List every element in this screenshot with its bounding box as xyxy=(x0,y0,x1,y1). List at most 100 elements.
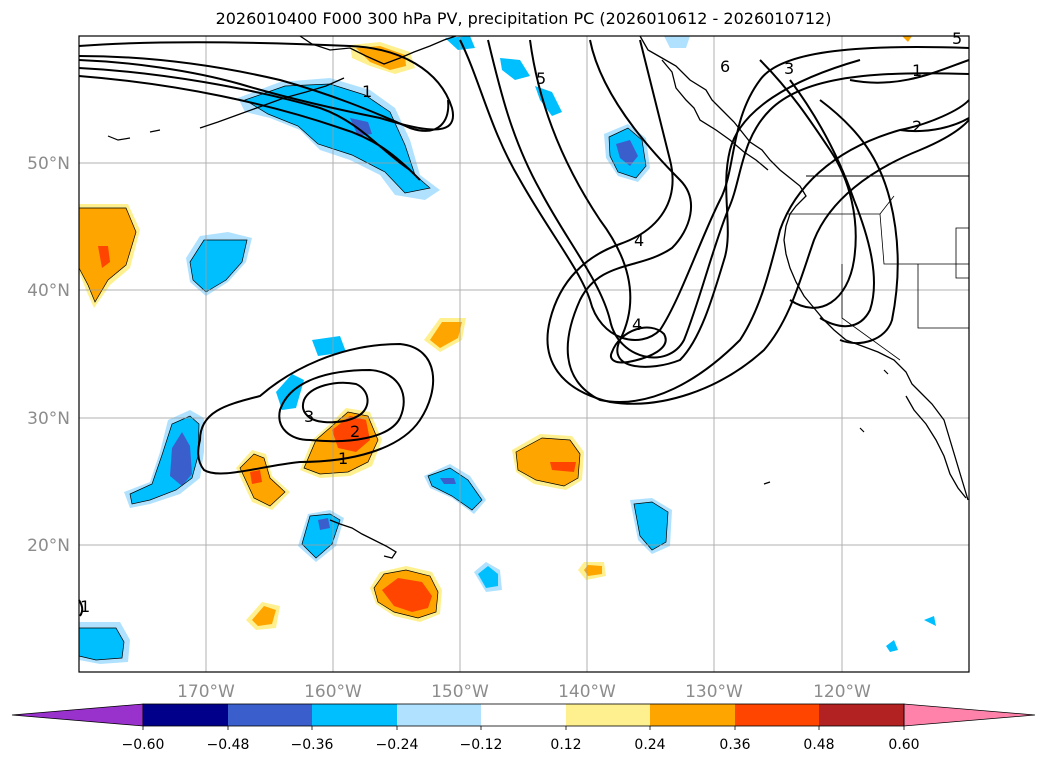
pv-contour xyxy=(78,599,84,617)
precip-region xyxy=(634,502,668,550)
precip-region xyxy=(190,240,247,292)
pv-contours xyxy=(78,39,970,617)
precip-region xyxy=(440,478,456,484)
precip-region xyxy=(500,58,530,80)
lon-label-140w: 140°W xyxy=(558,682,616,702)
border-state-ca xyxy=(841,264,901,361)
precip-region xyxy=(356,46,406,70)
pv-contour xyxy=(278,368,405,443)
colorbar-label: −0.24 xyxy=(376,737,419,753)
precipitation-shading xyxy=(79,36,936,664)
colorbar-segment xyxy=(735,704,819,726)
pv-contour xyxy=(610,326,667,364)
precip-region xyxy=(79,628,124,660)
pv-label: 2 xyxy=(912,117,922,136)
pv-contour xyxy=(849,59,970,84)
lon-label-150w: 150°W xyxy=(431,682,489,702)
lat-label-50: 50°N xyxy=(27,154,70,174)
colorbar-segment xyxy=(819,704,904,726)
pv-contour xyxy=(301,381,369,424)
coastlines xyxy=(107,35,970,559)
colorbar-label: 0.60 xyxy=(888,737,919,753)
pv-contour xyxy=(487,39,970,359)
coastline-aleutians xyxy=(199,77,345,129)
lon-label-160w: 160°W xyxy=(304,682,362,702)
precip-region xyxy=(550,462,576,472)
map-frame xyxy=(78,35,970,673)
colorbar-label: −0.12 xyxy=(460,737,503,753)
precip-region xyxy=(516,438,580,486)
pv-contour xyxy=(759,59,857,309)
precipitation-outlines xyxy=(78,83,669,661)
pv-contour xyxy=(78,41,455,131)
precip-region xyxy=(302,514,340,558)
pv-contour xyxy=(78,55,450,132)
pv-label: 3 xyxy=(784,59,794,78)
map-panel: 1 5 6 3 1 2 4 4 3 2 1 5 1 xyxy=(78,29,970,673)
colorbar-label: 0.48 xyxy=(803,737,834,753)
precip-region xyxy=(312,336,346,356)
colorbar-label: −0.36 xyxy=(291,737,334,753)
pv-label: 1 xyxy=(362,82,372,101)
colorbar-extend-high xyxy=(903,703,1036,727)
lat-label-30: 30°N xyxy=(27,409,70,429)
pv-label: 3 xyxy=(304,407,314,426)
colorbar-label: 0.24 xyxy=(634,737,665,753)
colorbar-label: 0.12 xyxy=(550,737,581,753)
pv-contour xyxy=(459,39,970,341)
colorbar-frame xyxy=(142,703,905,727)
pv-contour-labels: 1 5 6 3 1 2 4 4 3 2 1 5 1 xyxy=(80,29,962,616)
pv-label: 4 xyxy=(634,231,644,250)
colorbar: −0.60 −0.48 −0.36 −0.24 −0.12 0.12 0.24 … xyxy=(11,703,1036,753)
map-background xyxy=(79,36,969,672)
lat-label-20: 20°N xyxy=(27,536,70,556)
colorbar-label: −0.60 xyxy=(122,737,165,753)
lon-label-130w: 130°W xyxy=(685,682,743,702)
coastline-islands xyxy=(107,129,889,485)
precip-region xyxy=(170,432,192,486)
pv-label: 5 xyxy=(536,69,546,88)
precip-region xyxy=(240,454,285,506)
precip-region xyxy=(250,470,262,484)
colorbar-segment xyxy=(312,704,397,726)
colorbar-label: −0.48 xyxy=(207,737,250,753)
pv-contour xyxy=(819,99,899,345)
pv-contour xyxy=(197,342,434,475)
precip-region xyxy=(616,140,638,166)
coastline-baja xyxy=(905,395,967,499)
latitude-labels: 50°N 40°N 30°N 20°N xyxy=(27,154,70,556)
lon-label-170w: 170°W xyxy=(177,682,235,702)
colorbar-label: 0.36 xyxy=(719,737,750,753)
pv-label: 6 xyxy=(720,57,730,76)
precip-region xyxy=(350,118,372,136)
colorbar-segment xyxy=(143,704,228,726)
precip-region xyxy=(98,246,110,268)
precip-region xyxy=(430,322,462,348)
pv-label: 2 xyxy=(350,422,360,441)
pv-label: 1 xyxy=(338,449,348,468)
pv-label: 4 xyxy=(632,315,642,334)
precip-region xyxy=(382,578,432,612)
precip-region xyxy=(276,374,304,410)
colorbar-segment xyxy=(650,704,735,726)
border-states xyxy=(788,195,970,329)
colorbar-segment xyxy=(397,704,481,726)
colorbar-segment xyxy=(566,704,650,726)
coastline-hawaii xyxy=(329,519,397,559)
colorbar-segment xyxy=(228,704,312,726)
precip-region xyxy=(664,36,690,48)
precip-region xyxy=(318,518,330,530)
pv-contour xyxy=(899,117,970,133)
longitude-labels: 170°W 160°W 150°W 140°W 130°W 120°W xyxy=(177,682,871,702)
pv-label: 1 xyxy=(912,61,922,80)
precip-region xyxy=(924,616,936,626)
colorbar-segment xyxy=(481,704,566,726)
precip-region xyxy=(332,416,370,452)
precip-region xyxy=(886,640,898,652)
lon-label-120w: 120°W xyxy=(813,682,871,702)
map-gridlines xyxy=(79,36,969,672)
precip-region xyxy=(902,36,912,42)
lat-label-40: 40°N xyxy=(27,281,70,301)
precip-region xyxy=(245,84,430,193)
